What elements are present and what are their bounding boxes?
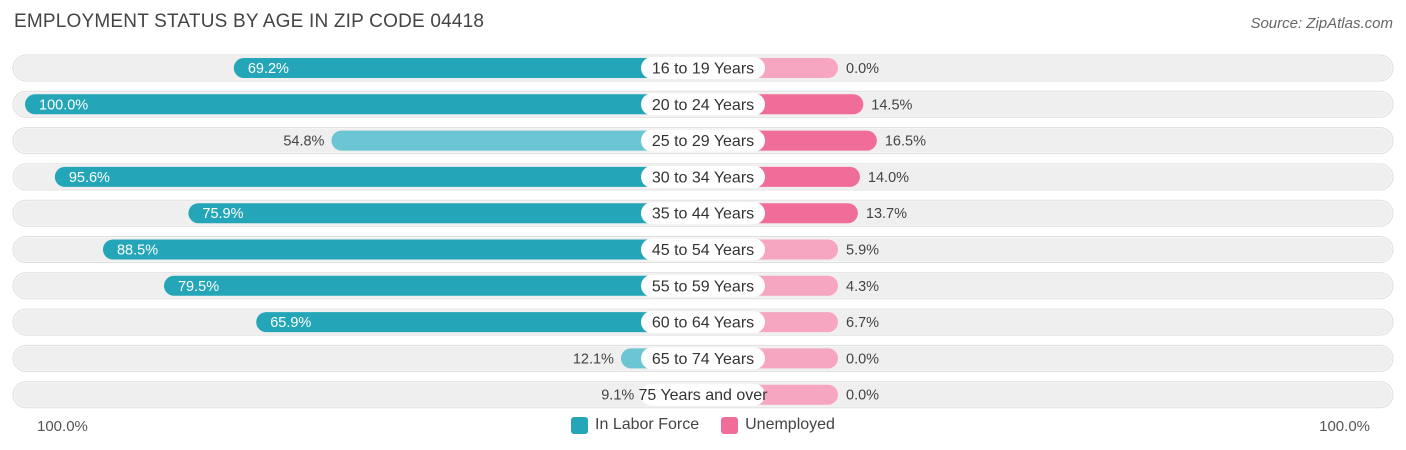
value-label-unemployed: 14.0% bbox=[868, 170, 909, 186]
category-label: 20 to 24 Years bbox=[652, 97, 754, 114]
legend-item-unemployed[interactable]: Unemployed bbox=[721, 416, 835, 434]
value-label-unemployed: 5.9% bbox=[846, 243, 879, 259]
value-label-unemployed: 0.0% bbox=[846, 351, 879, 367]
category-label: 55 to 59 Years bbox=[652, 278, 754, 295]
source-label: Source: ZipAtlas.com bbox=[1250, 15, 1393, 32]
category-label: 25 to 29 Years bbox=[652, 133, 754, 150]
value-label-unemployed: 0.0% bbox=[846, 61, 879, 77]
category-pill bbox=[641, 383, 765, 406]
chart-title: EMPLOYMENT STATUS BY AGE IN ZIP CODE 044… bbox=[14, 11, 485, 32]
category-label: 45 to 54 Years bbox=[652, 242, 754, 259]
category-label: 35 to 44 Years bbox=[652, 206, 754, 223]
value-label-labor-force: 100.0% bbox=[39, 97, 88, 113]
bar-labor-force bbox=[163, 275, 704, 296]
value-label-unemployed: 16.5% bbox=[885, 134, 926, 150]
value-label-unemployed: 14.5% bbox=[871, 97, 912, 113]
legend-swatch-labor-force bbox=[571, 416, 589, 434]
legend-swatch-unemployed bbox=[721, 416, 739, 434]
bar-labor-force bbox=[233, 58, 703, 78]
bar-labor-force bbox=[25, 94, 703, 115]
category-pill bbox=[641, 311, 765, 334]
value-label-labor-force: 88.5% bbox=[117, 243, 158, 259]
category-label: 75 Years and over bbox=[639, 387, 769, 404]
category-pill bbox=[641, 129, 765, 152]
legend-label-unemployed: Unemployed bbox=[745, 416, 835, 433]
value-label-labor-force: 12.1% bbox=[573, 351, 614, 367]
category-label: 16 to 19 Years bbox=[652, 61, 754, 78]
category-pill bbox=[641, 93, 765, 116]
value-label-unemployed: 6.7% bbox=[846, 315, 879, 331]
bar-labor-force bbox=[102, 239, 704, 260]
value-label-labor-force: 9.1% bbox=[601, 388, 634, 404]
category-pill bbox=[641, 57, 765, 79]
category-pill bbox=[641, 347, 765, 370]
axis-right-label: 100.0% bbox=[1319, 418, 1370, 435]
category-label: 60 to 64 Years bbox=[652, 315, 754, 332]
bar-labor-force bbox=[331, 130, 703, 151]
category-pill bbox=[641, 238, 765, 261]
bar-labor-force bbox=[188, 203, 703, 224]
legend: In Labor Force Unemployed bbox=[0, 416, 1406, 434]
category-pill bbox=[641, 202, 765, 225]
legend-item-labor-force[interactable]: In Labor Force bbox=[571, 416, 699, 434]
value-label-unemployed: 13.7% bbox=[866, 206, 907, 222]
value-label-unemployed: 4.3% bbox=[846, 279, 879, 295]
value-label-labor-force: 95.6% bbox=[69, 170, 110, 186]
category-pill bbox=[641, 165, 765, 188]
bar-labor-force bbox=[54, 166, 703, 187]
legend-label-labor-force: In Labor Force bbox=[595, 416, 700, 433]
value-label-labor-force: 69.2% bbox=[248, 61, 289, 77]
bar-labor-force bbox=[256, 312, 703, 333]
value-label-labor-force: 75.9% bbox=[202, 206, 243, 222]
axis-left-label: 100.0% bbox=[37, 418, 88, 435]
value-label-labor-force: 54.8% bbox=[283, 134, 324, 150]
category-label: 65 to 74 Years bbox=[652, 351, 754, 368]
chart-canvas: 16 to 19 Years 69.2% 0.0% 20 to 24 Years 100… bbox=[12, 54, 1394, 409]
category-pill bbox=[641, 274, 765, 297]
value-label-labor-force: 79.5% bbox=[178, 279, 219, 295]
category-label: 30 to 34 Years bbox=[652, 169, 754, 186]
value-label-unemployed: 0.0% bbox=[846, 388, 879, 404]
value-label-labor-force: 65.9% bbox=[270, 315, 311, 331]
